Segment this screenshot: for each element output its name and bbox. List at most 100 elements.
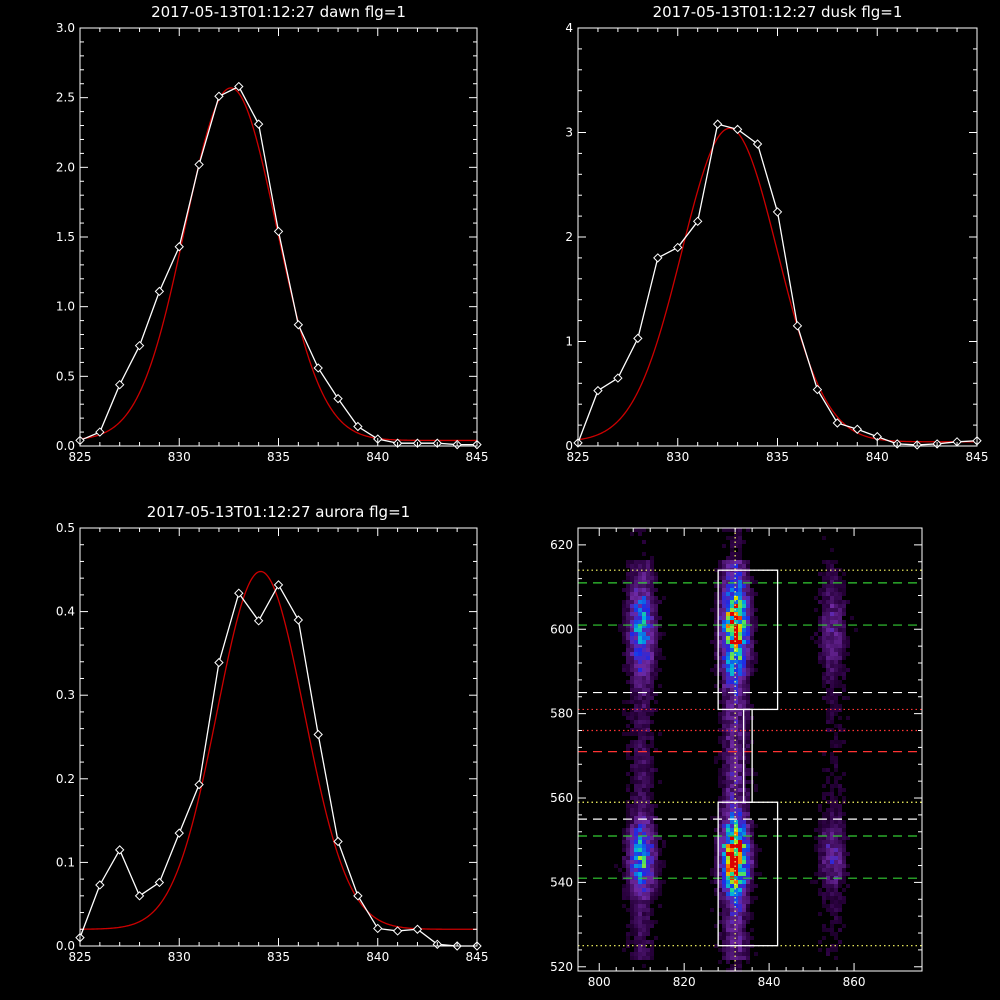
heatmap-cell (738, 764, 742, 768)
heatmap-cells (614, 528, 858, 972)
heatmap-cell (730, 780, 734, 784)
heatmap-cell (634, 672, 638, 676)
heatmap-cell (834, 936, 838, 940)
heatmap-cell (738, 740, 742, 744)
heatmap-cell (734, 804, 738, 808)
heatmap-cell (622, 664, 626, 668)
heatmap-cell (650, 880, 654, 884)
heatmap-cell (630, 600, 634, 604)
heatmap-cell (646, 912, 650, 916)
heatmap-cell (730, 704, 734, 708)
heatmap-cell (842, 572, 846, 576)
heatmap-cell (642, 648, 646, 652)
heatmap-cell (822, 588, 826, 592)
x-tick-label: 860 (843, 975, 866, 989)
heatmap-cell (634, 844, 638, 848)
heatmap-cell (730, 676, 734, 680)
heatmap-cell (714, 596, 718, 600)
heatmap-cell (722, 852, 726, 856)
heatmap-cell (646, 720, 650, 724)
heatmap-cell (830, 876, 834, 880)
y-tick-label: 560 (550, 791, 573, 805)
heatmap-cell (830, 752, 834, 756)
heatmap-cell (634, 568, 638, 572)
heatmap-cell (826, 860, 830, 864)
heatmap-cell (650, 888, 654, 892)
heatmap-cell (726, 536, 730, 540)
heatmap-cell (642, 932, 646, 936)
plot-frame (79, 527, 478, 947)
heatmap-cell (830, 620, 834, 624)
heatmap-cell (818, 820, 822, 824)
heatmap-cell (818, 872, 822, 876)
heatmap-cell (626, 932, 630, 936)
heatmap-cell (830, 824, 834, 828)
x-tick-label: 800 (588, 975, 611, 989)
data-point (273, 226, 284, 237)
data-point (613, 373, 623, 383)
heatmap-cell (718, 640, 722, 644)
heatmap-cell (738, 848, 742, 852)
heatmap-cell (746, 528, 750, 532)
data-point (792, 321, 803, 331)
heatmap-cell (646, 860, 650, 864)
heatmap-cell (734, 680, 738, 684)
heatmap-cell (730, 804, 734, 808)
heatmap-cell (734, 552, 738, 556)
heatmap-cell (646, 924, 650, 928)
heatmap-cell (738, 596, 742, 600)
heatmap-cell (734, 780, 738, 784)
heatmap-cell (722, 864, 726, 868)
heatmap-cell (754, 624, 758, 628)
heatmap-cell (626, 784, 630, 788)
heatmap-cell (826, 780, 830, 784)
heatmap-cell (726, 812, 730, 816)
heatmap-cell (754, 640, 758, 644)
heatmap-cell (630, 816, 634, 820)
heatmap-cell (822, 636, 826, 640)
heatmap-cell (634, 888, 638, 892)
heatmap-cell (638, 732, 642, 736)
heatmap-cell (646, 876, 650, 880)
data-point (752, 139, 763, 149)
heatmap-cell (642, 660, 646, 664)
heatmap-cell (718, 752, 722, 756)
heatmap-cell (742, 664, 746, 668)
heatmap-cell (650, 868, 654, 872)
heatmap-cell (826, 652, 830, 656)
heatmap-cell (722, 820, 726, 824)
heatmap-cell (830, 716, 834, 720)
heatmap-cell (738, 600, 742, 604)
heatmap-cell (626, 628, 630, 632)
heatmap-cell (746, 956, 750, 960)
heatmap-cell (826, 620, 830, 624)
heatmap-cell (810, 636, 814, 640)
heatmap-cell (650, 564, 654, 568)
heatmap-cell (646, 684, 650, 688)
heatmap-cell (722, 752, 726, 756)
heatmap-cell (750, 612, 754, 616)
heatmap-cell (738, 696, 742, 700)
heatmap-cell (834, 740, 838, 744)
heatmap-cell (642, 560, 646, 564)
heatmap-cell (830, 828, 834, 832)
heatmap-cell (630, 632, 634, 636)
heatmap-cell (734, 856, 738, 860)
heatmap-cell (738, 624, 742, 628)
heatmap-cell (822, 628, 826, 632)
heatmap-cell (626, 748, 630, 752)
heatmap-cell (818, 864, 822, 868)
heatmap-cell (738, 732, 742, 736)
heatmap-cell (750, 628, 754, 632)
heatmap-cell (726, 780, 730, 784)
heatmap-cell (722, 688, 726, 692)
heatmap-cell (830, 888, 834, 892)
data-point (412, 924, 423, 934)
heatmap-cell (834, 780, 838, 784)
heatmap-cell (746, 848, 750, 852)
heatmap-cell (634, 716, 638, 720)
heatmap-cell (754, 668, 758, 672)
heatmap-cell (658, 892, 662, 896)
heatmap-cell (710, 908, 714, 912)
heatmap-cell (746, 616, 750, 620)
